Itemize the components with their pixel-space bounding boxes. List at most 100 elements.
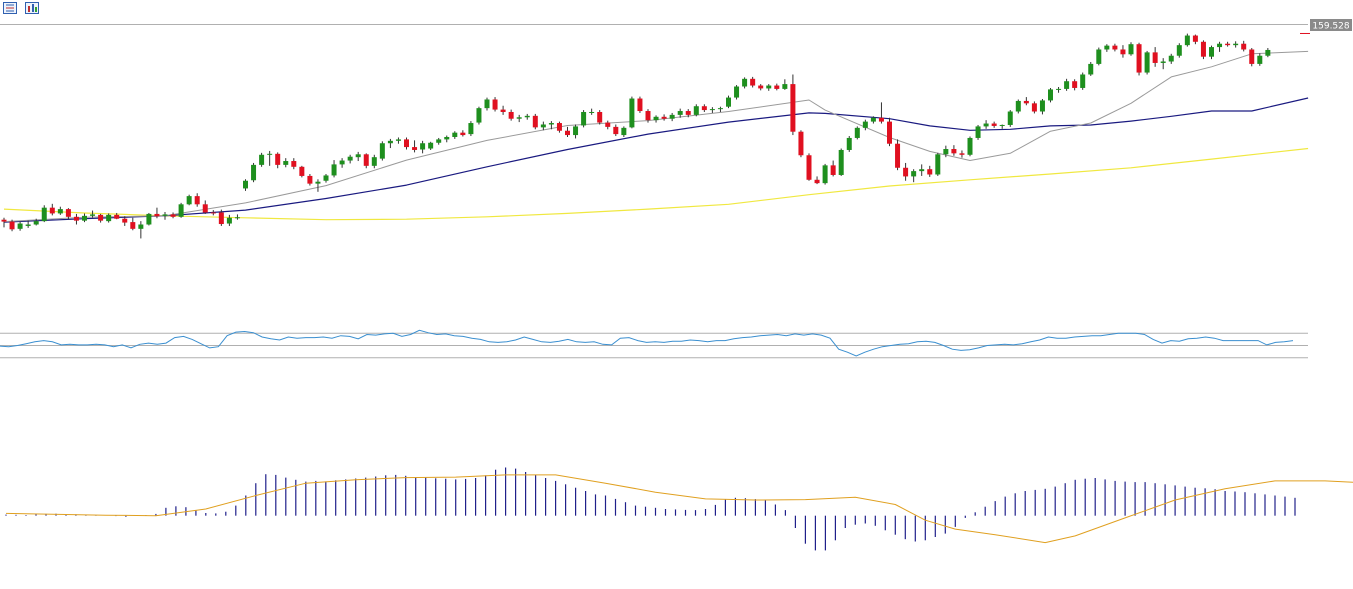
candle-body bbox=[460, 132, 466, 136]
candle bbox=[138, 221, 144, 239]
current-price-label: 159.528 bbox=[1312, 22, 1349, 32]
candle bbox=[210, 210, 216, 216]
candle-body bbox=[65, 209, 71, 217]
candle bbox=[1023, 97, 1029, 106]
candle-body bbox=[484, 99, 490, 109]
candle bbox=[476, 106, 482, 125]
candle-body bbox=[516, 117, 522, 119]
candle-body bbox=[790, 84, 796, 132]
candle bbox=[170, 212, 176, 219]
candle-body bbox=[782, 84, 788, 89]
candle bbox=[532, 113, 538, 130]
candle bbox=[1072, 79, 1078, 91]
candle bbox=[943, 145, 949, 158]
candle-body bbox=[49, 207, 55, 214]
candle bbox=[1152, 47, 1158, 67]
candle-body bbox=[1023, 100, 1029, 104]
candle-body bbox=[154, 213, 160, 217]
candle bbox=[114, 212, 120, 220]
candle bbox=[1192, 34, 1198, 45]
candle-body bbox=[234, 217, 240, 219]
candle-body bbox=[1128, 44, 1134, 55]
indicator-list-icon[interactable] bbox=[3, 2, 17, 14]
candle bbox=[25, 220, 31, 228]
candle-body bbox=[1225, 43, 1231, 46]
candle-body bbox=[750, 78, 756, 86]
candle bbox=[887, 117, 892, 147]
candle-body bbox=[436, 139, 442, 143]
candle bbox=[299, 165, 305, 178]
candle-body bbox=[371, 157, 377, 166]
candle-body bbox=[983, 123, 989, 127]
candle-body bbox=[806, 155, 812, 180]
candle-body bbox=[959, 153, 965, 155]
candle-body bbox=[798, 131, 804, 156]
candle bbox=[1225, 41, 1231, 47]
candle-body bbox=[9, 221, 15, 230]
candle-body bbox=[573, 126, 579, 136]
candle bbox=[540, 121, 546, 131]
candle-body bbox=[162, 214, 168, 216]
candle bbox=[653, 115, 659, 123]
candle-body bbox=[114, 214, 120, 219]
candle bbox=[508, 109, 514, 121]
candle bbox=[959, 150, 965, 158]
candle bbox=[734, 85, 740, 100]
candle bbox=[379, 141, 385, 161]
candle bbox=[927, 165, 933, 177]
candle-body bbox=[717, 108, 723, 110]
candle bbox=[1265, 48, 1271, 58]
toolbar bbox=[0, 0, 60, 18]
candle bbox=[983, 120, 989, 129]
moving-average-fast bbox=[3, 50, 1309, 223]
candle-body bbox=[1241, 43, 1247, 50]
candle-body bbox=[870, 117, 876, 122]
candle bbox=[1200, 40, 1206, 60]
candle-body bbox=[500, 109, 506, 112]
candle bbox=[259, 152, 265, 167]
candle-body bbox=[146, 213, 152, 225]
candle bbox=[484, 97, 490, 111]
candle bbox=[1176, 43, 1182, 58]
candle bbox=[758, 84, 764, 91]
candle-body bbox=[73, 216, 79, 221]
candle-body bbox=[283, 161, 289, 165]
candle-body bbox=[1168, 55, 1174, 62]
candle-body bbox=[307, 175, 313, 184]
candle-body bbox=[943, 149, 949, 155]
candle-body bbox=[935, 154, 941, 175]
candle-body bbox=[339, 160, 345, 165]
candle bbox=[90, 210, 96, 218]
chart-properties-icon[interactable] bbox=[25, 2, 39, 14]
candle bbox=[846, 136, 852, 152]
candle bbox=[1088, 61, 1094, 76]
candle bbox=[750, 76, 756, 88]
candle bbox=[516, 114, 522, 123]
candle bbox=[371, 154, 377, 169]
candle bbox=[919, 164, 925, 176]
candle-body bbox=[589, 111, 595, 113]
candle-body bbox=[565, 130, 570, 136]
candle-body bbox=[259, 154, 265, 165]
candle-body bbox=[693, 106, 699, 115]
candle bbox=[130, 217, 136, 231]
candle bbox=[162, 211, 168, 220]
candle bbox=[895, 139, 901, 171]
candle-body bbox=[243, 180, 248, 189]
current-price-tag: 159.528 bbox=[1310, 19, 1352, 32]
candle-body bbox=[82, 215, 87, 221]
oscillator-line bbox=[0, 329, 1294, 357]
candle-body bbox=[814, 179, 820, 184]
candle bbox=[323, 174, 329, 183]
candle-body bbox=[1039, 100, 1045, 112]
candle bbox=[1104, 44, 1110, 52]
candle bbox=[589, 108, 595, 115]
candle-body bbox=[444, 136, 450, 140]
candle bbox=[283, 158, 289, 168]
candle bbox=[363, 153, 369, 169]
candle bbox=[1015, 99, 1021, 114]
candle-body bbox=[363, 154, 369, 166]
candle-body bbox=[1160, 61, 1166, 63]
candle-body bbox=[1112, 45, 1118, 50]
candle bbox=[41, 205, 47, 223]
